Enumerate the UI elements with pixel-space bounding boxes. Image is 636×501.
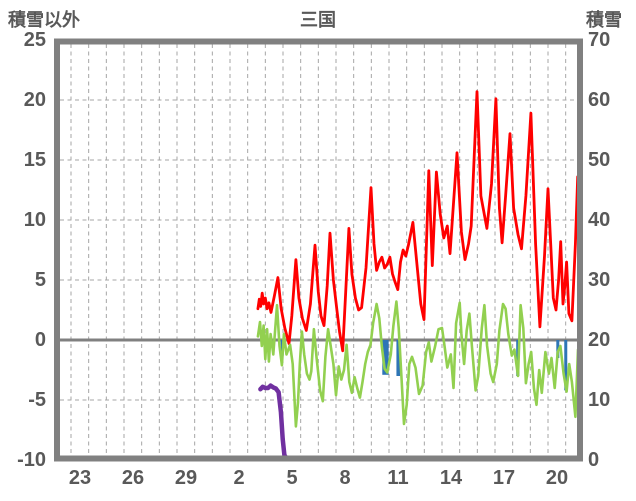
x-axis-tick: 2	[233, 467, 245, 489]
purple-line-snow-depth	[258, 383, 579, 460]
right-axis-title: 積雪	[586, 10, 622, 30]
blue-bars	[396, 340, 401, 376]
right-axis-tick: 70	[588, 29, 611, 51]
x-axis-tick: 5	[286, 467, 298, 489]
x-axis-tick: 26	[121, 467, 145, 489]
left-axis-tick: 5	[34, 269, 46, 291]
left-axis-tick: -5	[28, 389, 46, 411]
x-axis-tick: 20	[545, 467, 569, 489]
left-axis-tick: 25	[23, 29, 46, 51]
x-axis-tick: 11	[387, 467, 409, 489]
x-axis-tick: 14	[439, 467, 463, 489]
blue-bars	[382, 340, 389, 375]
left-axis-tick: -10	[17, 449, 46, 471]
right-axis-tick: 10	[588, 389, 611, 411]
left-axis-tick: 0	[34, 329, 46, 351]
chart-title: 三国	[300, 10, 336, 30]
right-axis-tick: 20	[588, 329, 611, 351]
right-axis-tick: 0	[588, 449, 600, 471]
blue-bars	[564, 340, 568, 391]
left-axis-tick: 15	[23, 149, 46, 171]
x-axis-tick: 8	[339, 467, 351, 489]
right-axis-tick: 50	[588, 149, 611, 171]
left-axis-tick: 20	[23, 89, 46, 111]
x-axis-tick: 29	[174, 467, 198, 489]
right-axis-tick: 60	[588, 89, 611, 111]
x-axis-tick: 23	[68, 467, 92, 489]
green-line	[256, 300, 579, 428]
red-line-temperature	[256, 90, 579, 353]
right-axis-tick: 40	[588, 209, 611, 231]
right-axis-tick: 30	[588, 269, 611, 291]
plot-frame	[54, 38, 583, 462]
x-axis-tick: 17	[492, 467, 516, 489]
left-axis-tick: 10	[23, 209, 46, 231]
left-axis-title: 積雪以外	[8, 10, 80, 30]
